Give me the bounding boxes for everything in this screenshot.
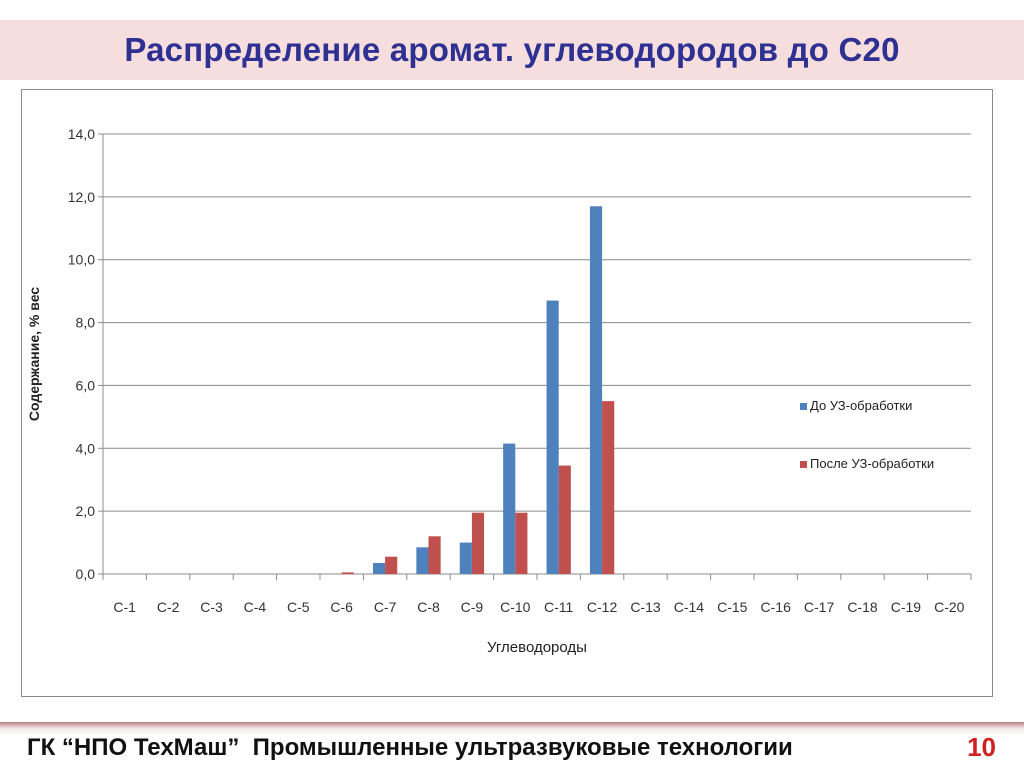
y-axis-title: Содержание, % вес (26, 287, 42, 421)
bar-before (589, 206, 603, 575)
y-tick-label: 8,0 (76, 315, 96, 331)
x-tick-label: С-7 (374, 599, 397, 615)
bar-after (471, 512, 485, 574)
x-tick-label: С-2 (157, 599, 180, 615)
page-number: 10 (967, 732, 996, 762)
y-tick-label: 0,0 (76, 566, 96, 582)
bar-before (503, 443, 516, 574)
y-tick-label: 6,0 (76, 377, 96, 393)
x-tick-label: С-6 (330, 599, 353, 615)
x-tick-label: С-4 (244, 599, 267, 615)
bar-after (558, 465, 571, 574)
x-tick-label: С-3 (200, 599, 223, 615)
bar-after (385, 556, 398, 574)
footer-bar (0, 722, 1024, 768)
bar-after (341, 572, 354, 574)
legend-swatch (800, 403, 807, 410)
legend-label: До УЗ-обработки (810, 398, 912, 413)
x-tick-label: С-20 (934, 599, 965, 615)
x-tick-label: С-1 (113, 599, 136, 615)
bar-after (428, 536, 441, 574)
bar-before (546, 300, 559, 574)
y-tick-label: 4,0 (76, 440, 96, 456)
x-tick-label: С-11 (544, 599, 574, 615)
bar-before (459, 542, 472, 574)
legend-label: После УЗ-обработки (810, 456, 934, 471)
x-tick-label: С-12 (587, 599, 618, 615)
legend-swatch (800, 461, 807, 468)
bar-after (602, 401, 615, 574)
x-tick-label: С-10 (500, 599, 531, 615)
x-tick-label: С-8 (417, 599, 440, 615)
y-tick-label: 2,0 (76, 503, 96, 519)
x-tick-label: С-19 (891, 599, 922, 615)
x-tick-label: С-14 (674, 599, 705, 615)
x-tick-label: С-15 (717, 599, 748, 615)
y-tick-label: 14,0 (68, 126, 95, 142)
x-tick-label: С-17 (804, 599, 835, 615)
chart-frame (21, 89, 993, 697)
footer-text: ГК “НПО ТехМаш” Промышленные ультразвуко… (27, 734, 793, 761)
x-axis-title: Углеводороды (487, 639, 587, 656)
x-tick-label: С-13 (630, 599, 661, 615)
x-tick-label: С-9 (461, 599, 484, 615)
x-tick-label: С-5 (287, 599, 310, 615)
y-tick-label: 10,0 (68, 252, 95, 268)
bar-before (416, 547, 429, 574)
x-tick-label: С-16 (761, 599, 792, 615)
x-tick-label: С-18 (847, 599, 878, 615)
bar-before (372, 563, 386, 574)
bar-after (515, 512, 528, 574)
slide-title: Распределение аромат. углеводородов до С… (124, 31, 900, 68)
y-tick-label: 12,0 (68, 189, 95, 205)
title-bar: Распределение аромат. углеводородов до С… (0, 20, 1024, 80)
